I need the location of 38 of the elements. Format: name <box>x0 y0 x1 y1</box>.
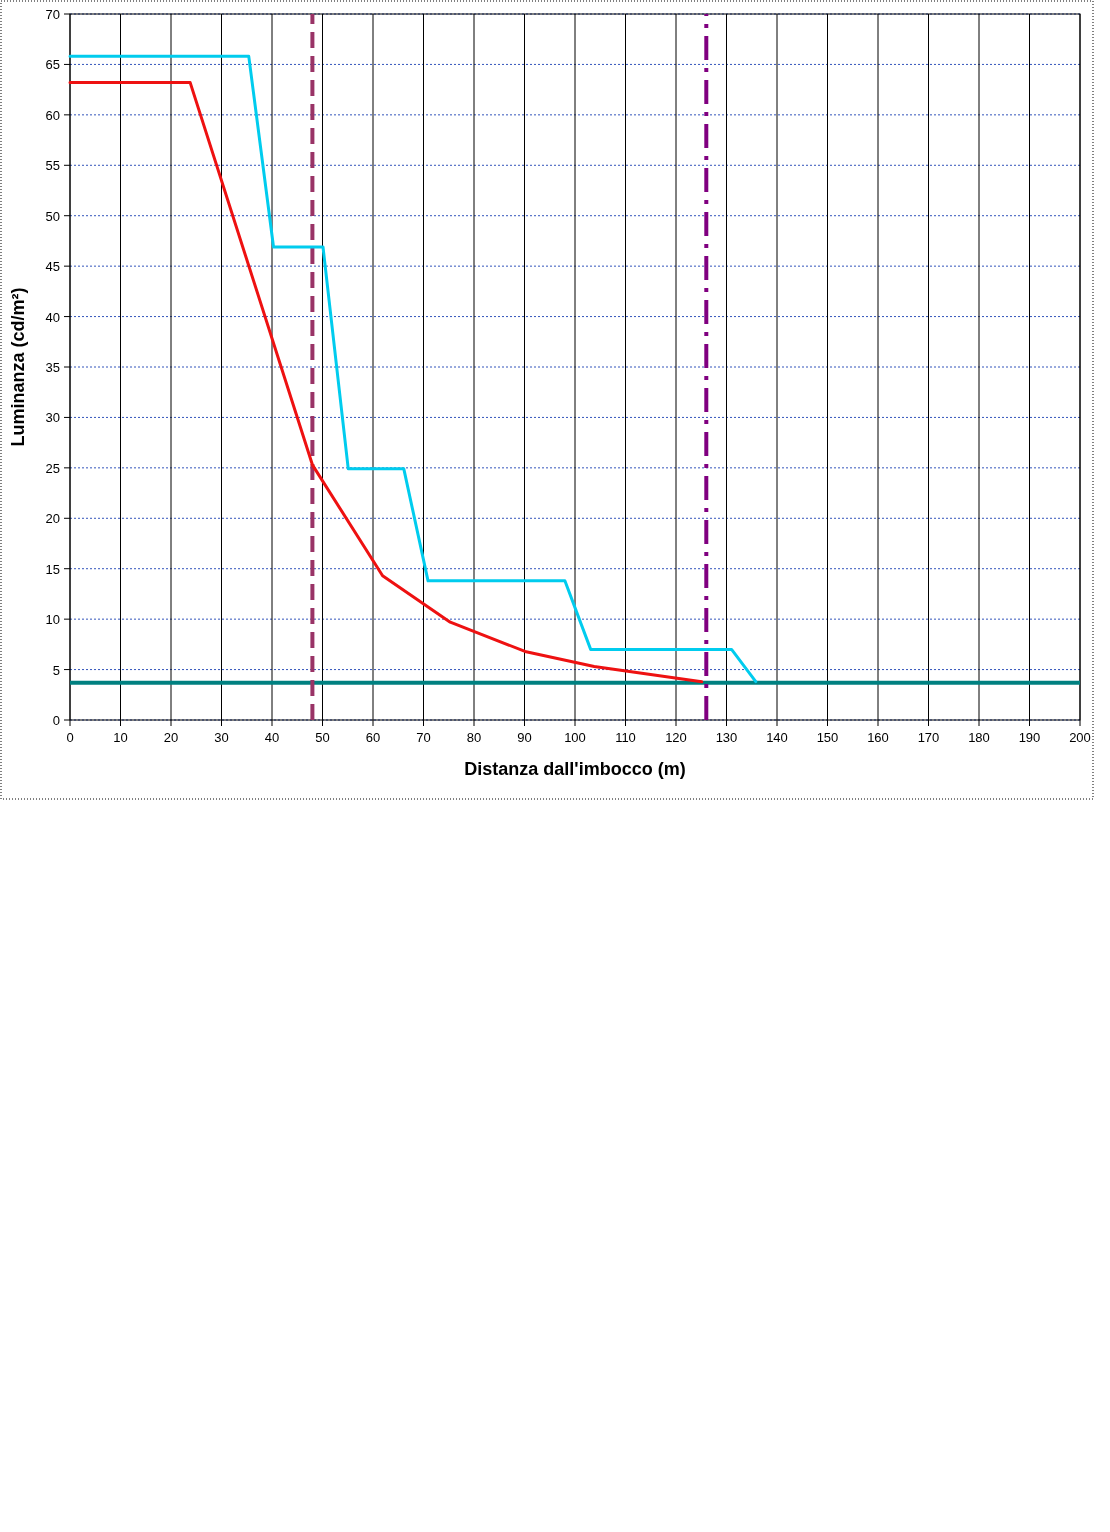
x-tick-label: 110 <box>615 730 636 745</box>
x-tick-label: 160 <box>867 730 889 745</box>
y-tick-label: 70 <box>45 7 60 22</box>
x-tick-label: 180 <box>968 730 990 745</box>
y-tick-label: 20 <box>45 511 60 527</box>
x-tick-label: 80 <box>466 730 482 745</box>
x-tick-label: 140 <box>766 730 788 745</box>
x-tick-label: 190 <box>1018 730 1041 745</box>
y-tick-label: 60 <box>45 107 60 123</box>
x-tick-label: 40 <box>264 730 280 745</box>
x-tick-label: 30 <box>214 730 229 745</box>
x-tick-label: 0 <box>66 730 74 745</box>
x-tick-label: 120 <box>665 730 687 745</box>
x-tick-label: 130 <box>715 730 738 745</box>
x-tick-label: 20 <box>163 730 179 745</box>
y-tick-label: 0 <box>52 713 60 728</box>
y-tick-label: 15 <box>45 561 60 577</box>
y-tick-label: 30 <box>45 410 60 426</box>
x-axis-title: Distanza dall'imbocco (m) <box>464 759 686 779</box>
x-tick-label: 90 <box>517 730 532 745</box>
x-tick-label: 200 <box>1069 730 1091 745</box>
y-tick-label: 45 <box>45 259 60 275</box>
x-tick-label: 150 <box>816 730 839 745</box>
y-tick-label: 40 <box>45 309 60 325</box>
x-tick-label: 50 <box>315 730 330 745</box>
y-tick-label: 50 <box>45 208 60 224</box>
x-tick-label: 170 <box>917 730 940 745</box>
y-tick-label: 55 <box>45 158 60 174</box>
x-tick-label: 10 <box>113 730 128 745</box>
x-tick-label: 70 <box>416 730 431 745</box>
y-tick-label: 35 <box>45 360 60 375</box>
y-tick-label: 10 <box>45 612 60 628</box>
x-tick-label: 100 <box>564 730 586 745</box>
y-axis-title: Luminanza (cd/m²) <box>8 287 28 447</box>
y-tick-label: 25 <box>45 460 60 476</box>
x-tick-label: 60 <box>365 730 381 745</box>
y-tick-label: 65 <box>45 57 60 73</box>
y-tick-label: 5 <box>52 662 60 678</box>
